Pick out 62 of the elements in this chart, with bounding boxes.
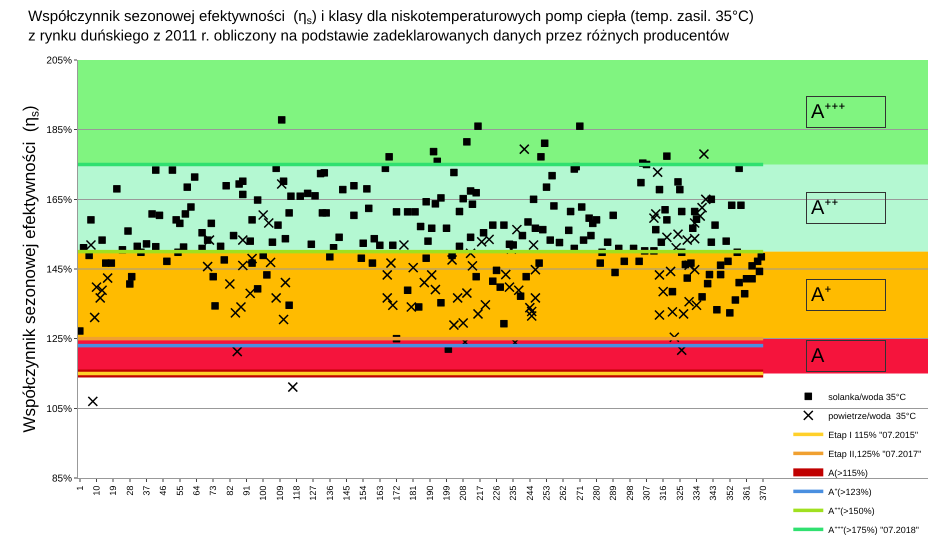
x-tick-label: 253: [541, 486, 552, 501]
legend-label: A⁺(>123%): [828, 486, 872, 497]
x-tick-label: 334: [691, 486, 702, 501]
x-tick-label: 1: [74, 486, 85, 491]
legend-label: powietrze/woda 35°C: [828, 410, 916, 421]
y-tick-label: 125%: [46, 334, 72, 346]
x-tick-label: 298: [624, 486, 635, 501]
x-tick-label: 154: [358, 486, 368, 501]
x-tick-label: 325: [674, 486, 685, 501]
legend-label: Etap I 115% "07.2015": [828, 430, 918, 440]
band-label: A: [811, 345, 825, 367]
y-tick-label: 145%: [46, 264, 72, 276]
legend-label: solanka/woda 35°C: [828, 392, 906, 402]
x-tick-label: 118: [291, 486, 302, 500]
y-tick-label: 165%: [46, 194, 72, 206]
x-tick-label: 163: [374, 486, 385, 501]
x-tick-label: 82: [224, 486, 235, 496]
x-tick-label: 199: [441, 486, 452, 501]
chart-title: Współczynnik sezonowej efektywności (η$_{s}$) i klasy dla niskotemperaturowych pomp ciepła (temp. zasil. 35°C) z rynku duńskiego z 2011 r. obliczony na podstawie zadeklarowanych danych przez różnych producentów: [28, 8, 754, 45]
x-tick-label: 226: [491, 486, 502, 501]
x-tick-label: 307: [641, 486, 652, 501]
x-tick-label: 64: [191, 486, 202, 496]
x-tick-label: 361: [741, 486, 752, 501]
x-tick-label: 145: [341, 486, 352, 501]
x-tick-label: 109: [274, 486, 285, 501]
legend-label: Etap II,125% "07.2017": [828, 448, 922, 459]
x-tick-label: 91: [241, 486, 252, 496]
x-tick-label: 316: [658, 486, 668, 501]
x-tick-label: 208: [458, 486, 468, 501]
x-tick-label: 271: [574, 486, 585, 501]
y-tick-label: 205%: [46, 56, 72, 66]
legend-label: A(>115%): [828, 468, 868, 478]
x-tick-label: 136: [324, 486, 335, 501]
y-tick-label: 105%: [46, 404, 72, 415]
x-tick-label: 244: [524, 486, 535, 501]
legend-label: A⁺⁺⁺(>175%) "07.2018": [828, 524, 920, 535]
x-tick-label: 280: [591, 486, 602, 501]
x-tick-label: 235: [508, 486, 518, 501]
x-tick-label: 172: [391, 486, 402, 501]
x-tick-label: 352: [724, 486, 735, 501]
x-tick-label: 55: [174, 486, 185, 496]
x-tick-label: 37: [141, 486, 152, 496]
x-tick-label: 10: [91, 486, 102, 496]
x-tick-label: 262: [558, 486, 568, 501]
x-tick-label: 343: [708, 486, 718, 501]
band-label: A⁺⁺⁺: [811, 101, 846, 123]
band-label: A⁺: [811, 284, 832, 306]
y-tick-label: 85%: [52, 474, 72, 484]
x-tick-label: 217: [474, 486, 485, 501]
x-tick-label: 127: [308, 486, 318, 501]
x-tick-label: 181: [408, 486, 418, 501]
x-tick-label: 73: [208, 486, 218, 496]
x-tick-label: 19: [108, 486, 118, 496]
x-tick-label: 100: [258, 486, 268, 501]
x-tick-label: 46: [158, 486, 168, 496]
y-tick-label: 185%: [46, 125, 72, 136]
band-label: A⁺⁺: [811, 197, 838, 219]
legend-label: A⁺⁺(>150%): [828, 506, 875, 516]
x-tick-label: 190: [424, 486, 435, 501]
x-tick-label: 370: [758, 486, 768, 501]
x-tick-label: 289: [608, 486, 618, 501]
x-tick-label: 28: [124, 486, 135, 496]
